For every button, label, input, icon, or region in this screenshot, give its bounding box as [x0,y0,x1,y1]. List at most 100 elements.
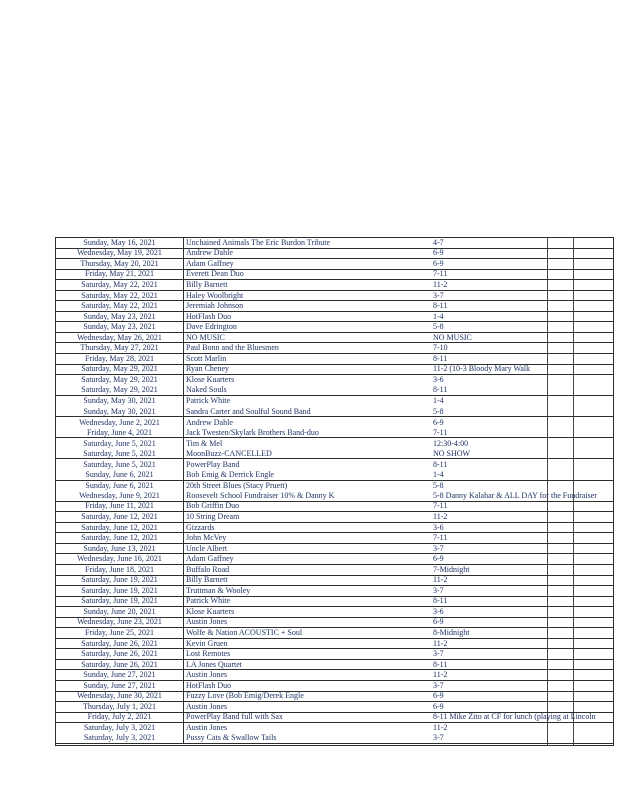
time-cell: 8-Midnight [433,628,470,638]
performer-cell: Ryan Cheney [186,364,230,374]
performer-cell: Austin Jones [186,617,228,627]
time-cell: 3-7 [433,680,444,690]
time-cell: 8-11 [433,301,448,311]
table-row: Sunday, June 13, 2021 Uncle Albert 3-7 [56,544,613,555]
performer-cell: Adam Gaffney [186,258,234,268]
date-cell: Sunday, June 20, 2021 [56,607,184,617]
performer-cell: Paul Bonn and the Bluesmen [186,343,279,353]
performer-cell: Austin Jones [186,701,228,711]
performer-cell: LA Jones Quartet [186,659,242,669]
performer-cell: Bob Emig & Derrick Engle [186,469,274,479]
table-vertical-rule-2 [573,238,574,745]
table-row: Sunday, June 6, 2021 20th Street Blues (… [56,480,613,492]
table-row: Friday, May 21, 2021 Everett Dean Duo 7-… [56,269,613,281]
time-cell: 11-2 [433,723,448,733]
time-cell: 7-11 [433,501,448,511]
performer-cell: Austin Jones [186,670,228,680]
performer-cell: Truttman & Wooley [186,585,251,595]
date-cell: Saturday, July 3, 2021 [56,733,184,744]
time-cell: 8-11 Mike Zito at CF for lunch (playing … [433,712,596,722]
performer-cell: Wolfe & Nation ACOUSTIC + Soul [186,628,303,638]
performer-cell: Scott Marlin [186,353,227,363]
date-cell: Wednesday, June 9, 2021 [56,491,184,501]
performer-cell: Patrick White [186,396,231,406]
table-row: Saturday, June 19, 2021 Truttman & Woole… [56,586,613,597]
table-row: Saturday, June 5, 2021 MoonBuzz-CANCELLE… [56,449,613,460]
performer-cell: Sandra Carter and Soulful Sound Band [186,406,311,416]
table-row: Saturday, June 12, 2021 10 String Dream … [56,512,613,523]
date-cell: Sunday, June 27, 2021 [56,670,184,680]
performer-cell: Haley Woolbright [186,290,244,300]
date-cell: Friday, June 18, 2021 [56,564,184,575]
performer-cell: Everett Dean Duo [186,269,244,279]
performer-cell: NO MUSIC [186,332,225,342]
performer-cell: Klose Kuarters [186,375,235,385]
performer-cell: Pussy Cats & Swallow Tails [186,733,277,743]
time-cell: 7-11 [433,427,448,437]
table-row: Saturday, May 22, 2021 Haley Woolbright … [56,291,613,302]
time-cell: 3-7 [433,733,444,743]
time-cell: 3-7 [433,290,444,300]
table-row: Saturday, May 29, 2021 Naked Souls 8-11 [56,385,613,397]
time-cell: 1-4 [433,311,444,321]
time-cell: 8-11 [433,353,448,363]
table-row: Thursday, July 1, 2021 Austin Jones 6-9 [56,702,613,713]
date-cell: Sunday, June 13, 2021 [56,543,184,554]
performer-cell: MoonBuzz-CANCELLED [186,448,272,458]
table-row: Saturday, June 12, 2021 Gizzards 3-6 [56,523,613,534]
table-row: Sunday, June 20, 2021 Klose Kuarters 3-6 [56,607,613,618]
table-row: Saturday, June 12, 2021 John McVey 7-11 [56,533,613,544]
table-row: Wednesday, June 16, 2021 Adam Gaffney 6-… [56,554,613,565]
time-cell: 11-2 [433,638,448,648]
table-row: Friday, June 25, 2021 Wolfe & Nation ACO… [56,628,613,639]
table-row: Wednesday, June 30, 2021 Fuzzy Love (Bob… [56,691,613,703]
table-row: Saturday, June 26, 2021 LA Jones Quartet… [56,660,613,671]
table-row: Friday, May 28, 2021 Scott Marlin 8-11 [56,354,613,365]
date-cell: Saturday, June 5, 2021 [56,448,184,459]
table-row: Sunday, May 16, 2021 Unchained Animals T… [56,238,613,249]
time-cell: 6-9 [433,417,444,427]
date-cell: Sunday, May 30, 2021 [56,406,184,417]
schedule-rows: Sunday, May 16, 2021 Unchained Animals T… [56,238,613,745]
table-row: Saturday, July 3, 2021 Pussy Cats & Swal… [56,733,613,745]
performer-cell: Gizzards [186,522,215,532]
performer-cell: 10 String Dream [186,512,240,521]
table-row: Saturday, July 3, 2021 Austin Jones 11-2 [56,723,613,734]
date-cell: Sunday, June 6, 2021 [56,480,184,492]
time-cell: 7-10 [433,343,448,353]
time-cell: 12:30-4:00 [433,438,469,448]
performer-cell: Unchained Animals The Eric Burdon Tribut… [186,237,331,247]
performer-cell: Patrick White [186,596,231,606]
date-cell: Sunday, June 6, 2021 [56,470,184,480]
time-cell: 5-8 [433,322,444,332]
date-cell: Saturday, June 26, 2021 [56,649,184,659]
time-cell: 6-9 [433,701,444,711]
table-row: Friday, June 4, 2021 Jack Twesten/Skylar… [56,428,613,439]
table-row: Wednesday, June 9, 2021 Roosevelt School… [56,491,613,502]
time-cell: 11-2 (10-3 Bloody Mary Walk [433,364,531,374]
date-cell: Wednesday, May 19, 2021 [56,248,184,259]
time-cell: 11-2 [433,279,448,289]
date-cell: Saturday, July 3, 2021 [56,723,184,734]
performer-cell: Buffalo Road [186,564,230,574]
time-cell: 7-11 [433,533,448,543]
date-cell: Saturday, May 22, 2021 [56,301,184,311]
performer-cell: PowerPlay Band full with Sax [186,712,283,722]
date-cell: Thursday, July 1, 2021 [56,702,184,712]
time-cell: 6-9 [433,258,444,268]
time-cell: 1-4 [433,396,444,406]
table-row: Friday, June 11, 2021 Bob Griffin Duo 7-… [56,501,613,513]
performer-cell: Austin Jones [186,723,228,733]
date-cell: Wednesday, June 2, 2021 [56,417,184,428]
date-cell: Saturday, June 12, 2021 [56,522,184,533]
time-cell: 8-11 [433,385,448,395]
time-cell: 3-7 [433,649,444,659]
date-cell: Saturday, May 22, 2021 [56,290,184,301]
date-cell: Thursday, May 20, 2021 [56,259,184,269]
table-vertical-rule-1 [547,238,548,745]
time-cell: NO MUSIC [433,332,472,342]
performer-cell: HotFlash Duo [186,680,232,690]
table-row: Saturday, May 29, 2021 Ryan Cheney 11-2 … [56,364,613,376]
date-cell: Saturday, June 26, 2021 [56,638,184,649]
